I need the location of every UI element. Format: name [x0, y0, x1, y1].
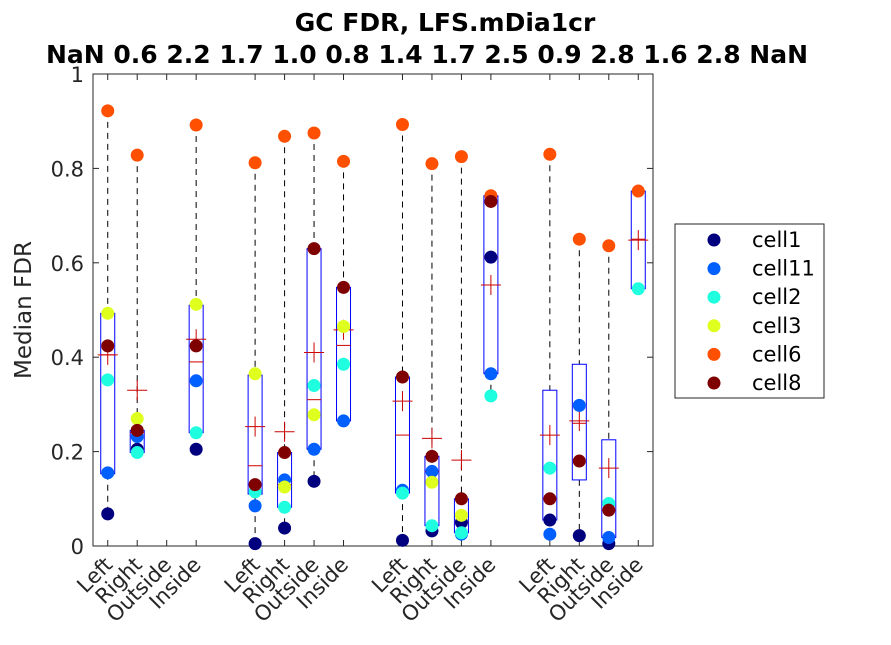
- data-point-cell6: [307, 126, 321, 140]
- data-point-cell2: [337, 357, 351, 371]
- data-point-cell11: [484, 367, 498, 381]
- y-tick-label: 0.2: [51, 441, 84, 465]
- data-point-cell6: [454, 150, 468, 164]
- chart-subtitle: NaN 0.6 2.2 1.7 1.0 0.8 1.4 1.7 2.5 0.9 …: [46, 40, 808, 69]
- data-point-cell2: [278, 500, 292, 514]
- data-point-cell6: [631, 184, 645, 198]
- data-point-cell8: [130, 423, 144, 437]
- y-tick-label: 0.4: [51, 346, 84, 370]
- data-point-cell2: [307, 379, 321, 393]
- data-point-cell6: [130, 148, 144, 162]
- legend-label: cell1: [752, 228, 802, 252]
- data-point-cell3: [278, 480, 292, 494]
- data-point-cell3: [454, 508, 468, 522]
- data-point-cell8: [572, 454, 586, 468]
- data-point-cell6: [337, 154, 351, 168]
- data-point-cell8: [543, 492, 557, 506]
- data-point-cell6: [278, 129, 292, 143]
- legend-label: cell8: [752, 371, 802, 395]
- axes-frame: [92, 73, 654, 547]
- y-tick-label: 1: [71, 63, 84, 87]
- legend-marker: [707, 319, 721, 333]
- y-tick-label: 0.8: [51, 157, 84, 181]
- data-point-cell1: [307, 474, 321, 488]
- legend-label: cell3: [752, 314, 802, 338]
- data-point-cell3: [101, 306, 115, 320]
- legend-marker: [707, 376, 721, 390]
- data-point-cell3: [248, 367, 262, 381]
- data-point-cell6: [395, 118, 409, 132]
- data-point-cell8: [101, 339, 115, 353]
- data-point-cell8: [307, 242, 321, 256]
- data-point-cell1: [189, 442, 203, 456]
- data-point-cell11: [337, 414, 351, 428]
- y-axis-label: Median FDR: [11, 241, 37, 379]
- data-point-cell6: [248, 156, 262, 170]
- data-point-cell8: [454, 492, 468, 506]
- data-point-cell2: [631, 282, 645, 296]
- data-point-cell3: [307, 408, 321, 422]
- legend-marker: [707, 233, 721, 247]
- data-point-cell1: [278, 521, 292, 535]
- data-point-cell11: [602, 531, 616, 545]
- legend-marker: [707, 347, 721, 361]
- data-point-cell3: [337, 320, 351, 334]
- data-point-cell2: [543, 461, 557, 475]
- legend-box: [674, 223, 825, 399]
- data-point-cell6: [425, 157, 439, 171]
- data-point-cell11: [307, 442, 321, 456]
- data-point-cell2: [130, 446, 144, 460]
- data-point-cell11: [101, 466, 115, 480]
- data-point-cell6: [572, 232, 586, 246]
- data-point-cell6: [189, 118, 203, 132]
- data-point-cell6: [101, 104, 115, 118]
- y-tick-label: 0: [71, 535, 84, 559]
- data-point-cell3: [130, 412, 144, 426]
- legend: cell1 cell11 cell2 cell3 cell6 cell8: [674, 223, 825, 399]
- legend-marker: [707, 290, 721, 304]
- data-point-cell1: [484, 250, 498, 264]
- legend-label: cell6: [752, 342, 802, 366]
- legend-label: cell2: [752, 285, 802, 309]
- data-point-cell3: [425, 475, 439, 489]
- data-point-cell3: [189, 297, 203, 311]
- data-point-cell8: [248, 478, 262, 492]
- data-point-cell1: [543, 513, 557, 527]
- data-point-cell1: [395, 533, 409, 547]
- data-point-cell2: [484, 389, 498, 403]
- data-point-cell8: [484, 194, 498, 208]
- data-point-cell1: [248, 537, 262, 551]
- data-point-cell2: [395, 486, 409, 500]
- data-point-cell8: [602, 503, 616, 517]
- data-point-cell2: [425, 519, 439, 533]
- data-point-cell8: [278, 446, 292, 460]
- data-point-cell11: [248, 499, 262, 513]
- data-point-cell1: [572, 529, 586, 543]
- data-point-cell8: [425, 449, 439, 463]
- data-point-cell8: [189, 339, 203, 353]
- data-point-cell11: [572, 398, 586, 412]
- y-tick-label: 0.6: [51, 252, 84, 276]
- data-point-cell6: [543, 147, 557, 161]
- data-point-cell1: [101, 507, 115, 521]
- data-point-cell2: [454, 526, 468, 540]
- data-point-cell11: [189, 374, 203, 388]
- legend-marker: [707, 262, 721, 276]
- data-point-cell2: [189, 426, 203, 440]
- data-point-cell8: [395, 370, 409, 384]
- box: [571, 363, 587, 481]
- data-point-cell11: [543, 527, 557, 541]
- chart-title: GC FDR, LFS.mDia1cr: [295, 8, 596, 37]
- data-point-cell8: [337, 280, 351, 294]
- data-point-cell6: [602, 239, 616, 253]
- data-point-cell2: [101, 373, 115, 387]
- legend-label: cell11: [752, 257, 815, 281]
- data-point-cell11: [425, 464, 439, 478]
